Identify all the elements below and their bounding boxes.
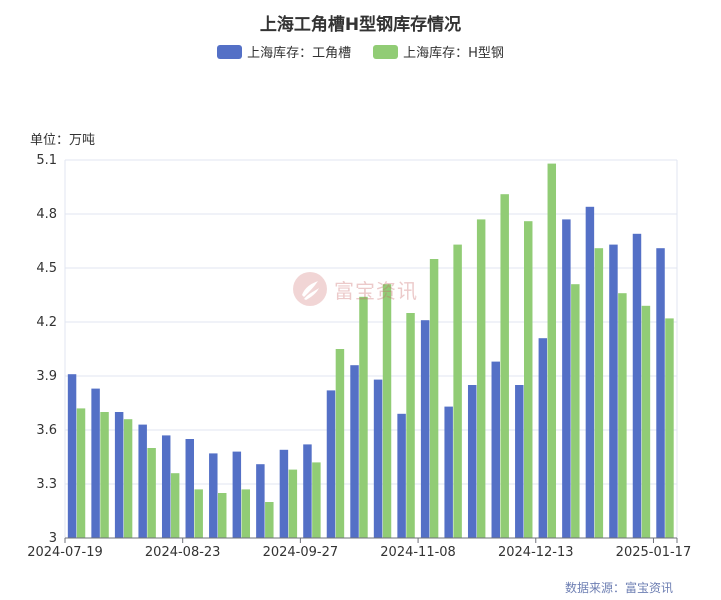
bar-series2 [241, 489, 251, 538]
bar-series1 [161, 435, 171, 538]
bar-series2 [382, 284, 392, 538]
bar-series1 [279, 449, 289, 538]
bar-series1 [303, 444, 312, 538]
y-tick-label: 3.6 [36, 423, 57, 438]
y-tick-label: 4.2 [36, 315, 57, 330]
bar-series2 [665, 318, 674, 538]
x-tick-label: 2024-12-13 [498, 545, 574, 560]
legend: 上海库存：工角槽 上海库存：H型钢 [0, 42, 721, 61]
bar-series2 [359, 296, 368, 538]
bar-series2 [265, 502, 274, 538]
x-tick-label: 2025-01-17 [616, 545, 692, 560]
bar-series1 [538, 338, 548, 538]
legend-label-series1: 上海库存：工角槽 [247, 46, 352, 61]
x-tick-label: 2024-07-19 [27, 545, 103, 560]
y-tick-label: 4.8 [36, 207, 57, 222]
bar-series1 [256, 464, 265, 538]
bar-series1 [209, 453, 218, 538]
bar-series1 [326, 390, 336, 538]
x-tick-label: 2024-11-08 [380, 545, 456, 560]
bar-series1 [397, 413, 406, 538]
watermark-text: 富宝资讯 [334, 278, 418, 303]
y-tick-label: 3.3 [36, 477, 57, 492]
bar-series2 [618, 293, 627, 538]
bar-series1 [609, 244, 618, 538]
bar-series1 [562, 219, 571, 538]
bar-series2 [547, 163, 557, 538]
legend-swatch-series2 [373, 44, 399, 59]
bar-series2 [641, 305, 651, 538]
bar-series1 [515, 385, 524, 538]
bar-series2 [288, 469, 298, 538]
bar-series1 [444, 406, 453, 538]
bar-series1 [656, 248, 665, 538]
bar-series2 [218, 493, 227, 538]
bar-series2 [500, 194, 509, 538]
chart-title: 上海工角槽H型钢库存情况 [259, 15, 462, 35]
bar-series1 [491, 361, 500, 538]
bar-series2 [476, 219, 486, 538]
x-tick-label: 2024-09-27 [263, 545, 339, 560]
bar-series1 [420, 320, 430, 538]
y-tick-label: 3.9 [36, 369, 57, 384]
x-tick-label: 2024-08-23 [145, 545, 221, 560]
bar-series2 [123, 419, 133, 538]
y-tick-label: 3 [49, 531, 57, 546]
bar-series2 [76, 408, 86, 538]
legend-label-series2: 上海库存：H型钢 [403, 46, 504, 61]
bar-series2 [147, 448, 156, 538]
bar-series2 [406, 313, 415, 538]
y-tick-label: 5.1 [36, 153, 57, 168]
bar-series1 [114, 412, 124, 538]
legend-item-series2[interactable]: 上海库存：H型钢 [373, 42, 504, 61]
bar-series1 [373, 379, 383, 538]
watermark-logo-icon [293, 272, 327, 306]
bar-series2 [312, 462, 321, 538]
y-tick-label: 4.5 [36, 261, 57, 276]
bar-series1 [350, 365, 359, 538]
bar-series2 [453, 244, 462, 538]
bar-series2 [571, 284, 580, 538]
legend-swatch-series1 [217, 44, 243, 59]
bar-series2 [335, 349, 345, 538]
bar-series2 [594, 248, 604, 538]
bar-series2 [170, 473, 180, 538]
bar-series1 [67, 374, 77, 538]
bar-series1 [585, 206, 595, 539]
bar-series1 [232, 451, 242, 538]
bar-series2 [194, 489, 203, 538]
bar-series1 [138, 424, 147, 538]
legend-item-series1[interactable]: 上海库存：工角槽 [217, 42, 351, 61]
watermark: 富宝资讯 [292, 271, 418, 307]
bar-series2 [524, 221, 533, 538]
bar-series1 [91, 388, 100, 538]
bar-series1 [185, 439, 194, 538]
bar-series2 [429, 259, 439, 538]
source-label: 数据来源：富宝资讯 [564, 581, 673, 595]
bar-series2 [100, 412, 109, 538]
bar-series1 [632, 233, 642, 539]
bar-series1 [467, 385, 477, 538]
y-axis-unit-label: 单位：万吨 [30, 133, 96, 148]
